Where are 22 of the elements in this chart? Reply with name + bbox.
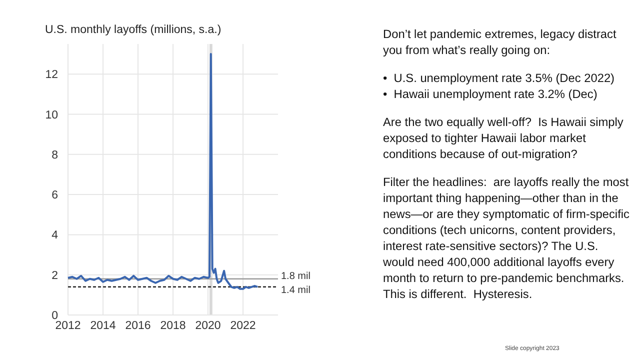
chart-title: U.S. monthly layoffs (millions, s.a.) <box>45 24 222 36</box>
ref-line-label: 1.8 mil <box>281 270 310 282</box>
x-tick-label: 2020 <box>195 320 221 332</box>
y-tick-label: 4 <box>52 230 59 242</box>
text: Filter the headlines: are layoffs really the most important thing happening—other than in the news—or are they symptomatic of firm-specific conditions (tech unicorns, content providers, interest rate-sensitive sectors)? The U.S. would need 400,000 additional layoffs every month to return to pre-pandemic benchmarks. This is different. Hysteresis. <box>383 174 630 302</box>
y-tick-label: 12 <box>45 69 58 82</box>
text: • U.S. unemployment rate 3.5% (Dec 2022) <box>383 70 616 86</box>
x-tick-label: 2016 <box>125 320 151 332</box>
y-tick-label: 10 <box>45 109 58 122</box>
x-tick-label: 2022 <box>230 320 256 332</box>
ref-line-label: 1.4 mil <box>281 284 310 296</box>
x-tick-label: 2012 <box>55 320 81 332</box>
y-tick-label: 8 <box>52 149 58 162</box>
y-tick-label: 0 <box>52 310 58 322</box>
y-tick-label: 2 <box>52 270 58 282</box>
x-tick-label: 2018 <box>160 320 186 332</box>
text: • Hawaii unemployment rate 3.2% (Dec) <box>383 86 598 102</box>
line-series <box>67 53 259 290</box>
y-tick-label: 6 <box>52 190 58 202</box>
text: Don’t let pandemic extremes, legacy distract you from what’s really going on: <box>383 26 618 58</box>
x-tick-label: 2014 <box>90 320 116 332</box>
text: Are the two equally well-off? Is Hawaii simply exposed to tighter Hawaii labor market conditions because of out-migration? <box>383 114 624 162</box>
